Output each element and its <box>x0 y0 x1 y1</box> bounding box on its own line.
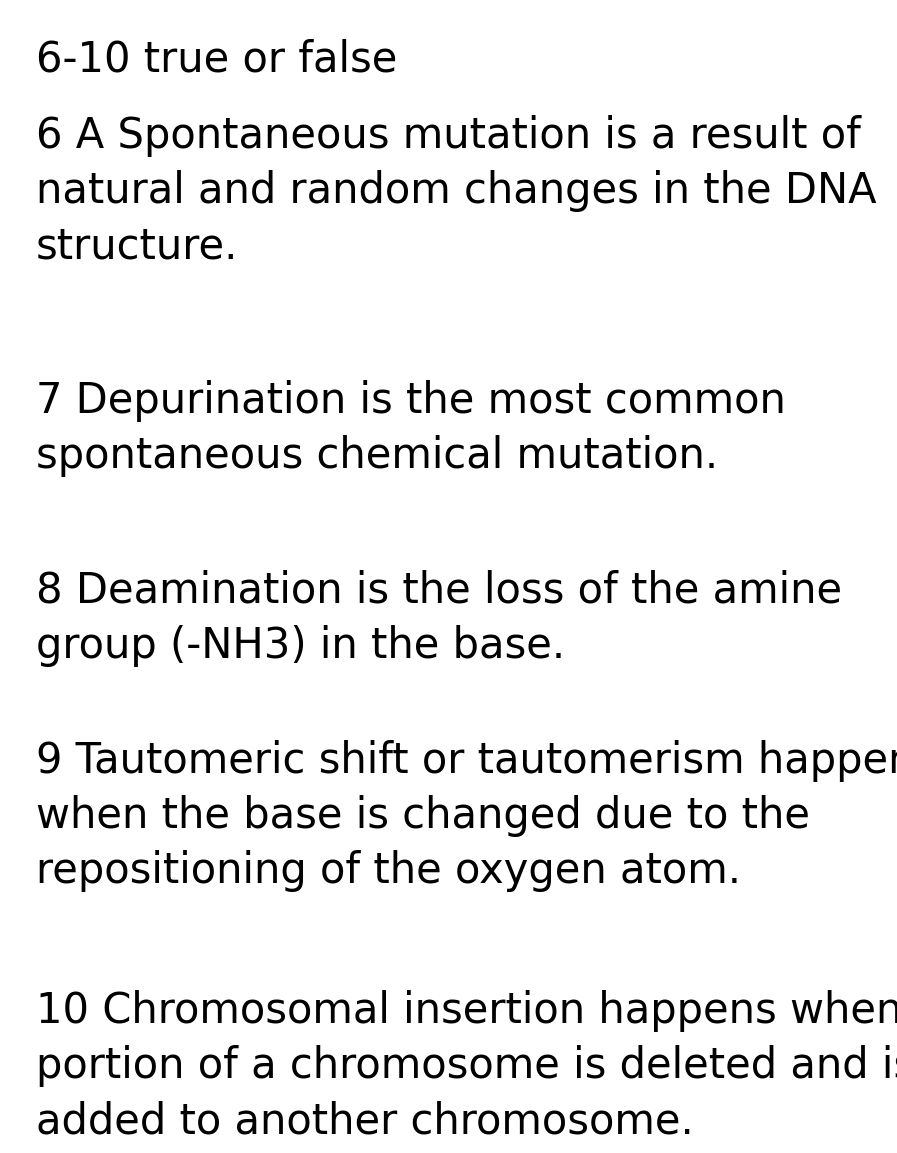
Text: 7 Depurination is the most common
spontaneous chemical mutation.: 7 Depurination is the most common sponta… <box>36 380 786 477</box>
Text: 10 Chromosomal insertion happens when a
portion of a chromosome is deleted and i: 10 Chromosomal insertion happens when a … <box>36 990 897 1143</box>
Text: 8 Deamination is the loss of the amine
group (-NH3) in the base.: 8 Deamination is the loss of the amine g… <box>36 570 842 668</box>
Text: 6-10 true or false: 6-10 true or false <box>36 38 397 80</box>
Text: 9 Tautomeric shift or tautomerism happens
when the base is changed due to the
re: 9 Tautomeric shift or tautomerism happen… <box>36 740 897 892</box>
Text: 6 A Spontaneous mutation is a result of
natural and random changes in the DNA
st: 6 A Spontaneous mutation is a result of … <box>36 115 876 267</box>
